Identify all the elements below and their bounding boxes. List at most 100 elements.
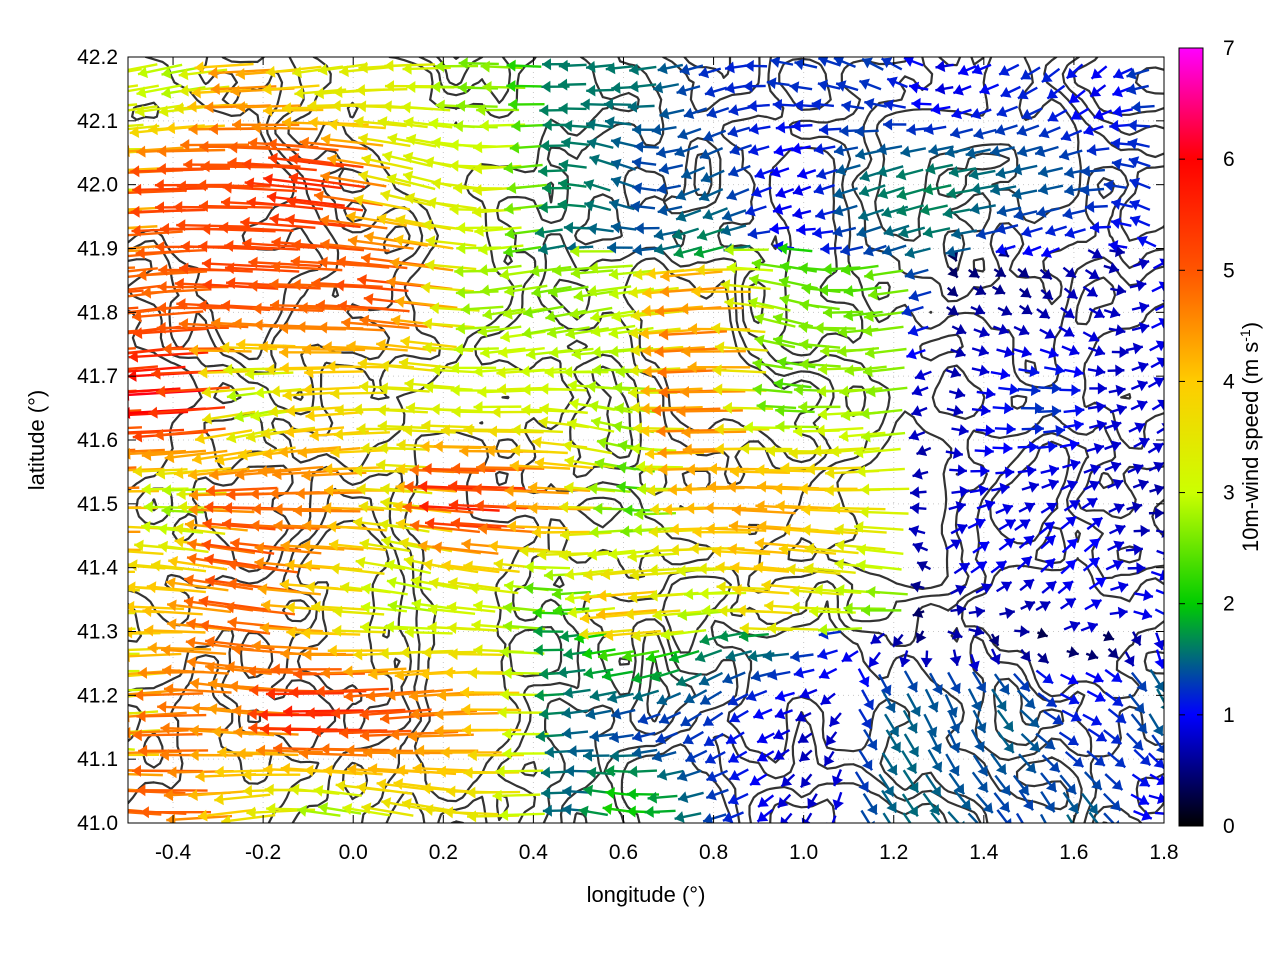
wind-arrow [561,137,589,149]
wind-arrow [700,692,721,705]
wind-arrow-head [104,147,113,159]
wind-arrow [817,648,837,659]
wind-arrow-head [649,526,658,538]
wind-arrow-head [718,605,727,617]
wind-arrow [926,689,939,712]
wind-arrow-head [938,823,948,834]
wind-arrow [404,116,452,128]
wind-arrow [66,329,138,341]
wind-arrow [202,412,255,425]
wind-arrow-head [774,378,784,390]
wind-arrow-head [508,98,517,110]
wind-arrow [1085,201,1108,213]
wind-arrow-shaft [345,750,413,751]
wind-arrow [1059,326,1074,336]
wind-arrow-head [1143,589,1153,601]
wind-arrow [866,586,908,598]
wind-arrow [776,187,794,198]
wind-arrow [683,732,703,744]
wind-arrow-head [502,748,511,760]
wind-arrow [1129,422,1145,433]
wind-arrow [857,226,881,237]
wind-arrow-head [223,182,232,194]
wind-arrow-head [298,446,307,458]
wind-arrow-head [825,484,834,496]
wind-arrow [949,388,965,400]
wind-arrow-head [304,765,313,777]
wind-arrow-head [434,708,443,720]
wind-arrow-head [749,123,759,135]
wind-arrow [1128,120,1150,132]
wind-arrow [634,141,659,153]
wind-arrow-head [314,785,324,797]
wind-arrow-head [520,365,529,377]
wind-arrow-head [236,101,245,113]
wind-arrow [1148,377,1164,387]
wind-arrow [971,108,991,119]
wind-arrow-head [361,583,371,595]
wind-arrow-head [635,222,644,234]
wind-arrow [65,388,137,400]
wind-arrow-head [383,100,392,112]
wind-arrow [842,651,858,662]
wind-arrow [798,733,812,743]
wind-arrow-head [1116,284,1126,296]
wind-arrow-head [158,523,168,535]
wind-arrow-head [701,605,710,617]
wind-arrow [819,124,841,136]
wind-arrow-head [769,223,779,235]
wind-arrow-head [366,690,376,702]
wind-arrow [827,816,838,833]
wind-arrow-shaft [434,713,498,714]
wind-arrow-head [633,244,643,256]
wind-arrow-head [423,318,432,330]
wind-arrow [611,159,636,170]
wind-arrow-head [763,650,773,662]
wind-arrow [1131,400,1147,411]
wind-arrow [1022,481,1039,492]
wind-arrow-head [496,367,505,379]
wind-arrow-head [957,464,966,476]
wind-arrow-head [1160,702,1171,713]
wind-arrow-head [841,409,851,421]
wind-arrow-head [1003,742,1013,753]
wind-arrow [969,689,982,711]
wind-arrow-head [753,384,763,396]
wind-arrow-head [138,667,147,679]
wind-arrow [830,713,841,726]
wind-arrow [855,125,879,137]
wind-arrow-head [302,520,311,532]
wind-arrow-head [628,287,638,299]
wind-arrow [773,203,792,215]
wind-arrow-head [589,526,598,538]
wind-arrow-head [391,315,401,327]
wind-arrow [1105,440,1121,451]
wind-arrow-head [539,403,549,415]
wind-arrow-shaft [157,150,225,151]
wind-arrow-head [1113,106,1123,118]
wind-arrow [1156,589,1175,600]
wind-arrow [909,429,925,440]
wind-arrow-head [252,503,261,515]
wind-arrow-head [89,287,99,299]
wind-arrow-head [451,517,460,529]
wind-arrow-head [928,144,938,156]
wind-arrow [79,543,141,555]
wind-arrow [856,772,869,792]
wind-arrow-head [896,169,906,181]
wind-arrow-head [826,735,836,746]
wind-arrow [130,165,203,177]
wind-arrow [676,189,700,201]
wind-arrow [1134,750,1150,765]
wind-arrow [884,813,898,835]
wind-arrow [1082,498,1097,508]
wind-arrow [1018,690,1035,708]
wind-arrow-head [271,237,280,249]
wind-arrow [1105,774,1122,790]
wind-arrow-head [869,656,879,667]
wind-arrow [1130,199,1150,210]
wind-arrow-head [1020,287,1031,297]
wind-arrow-head [65,388,74,400]
wind-arrow-head [951,228,961,240]
